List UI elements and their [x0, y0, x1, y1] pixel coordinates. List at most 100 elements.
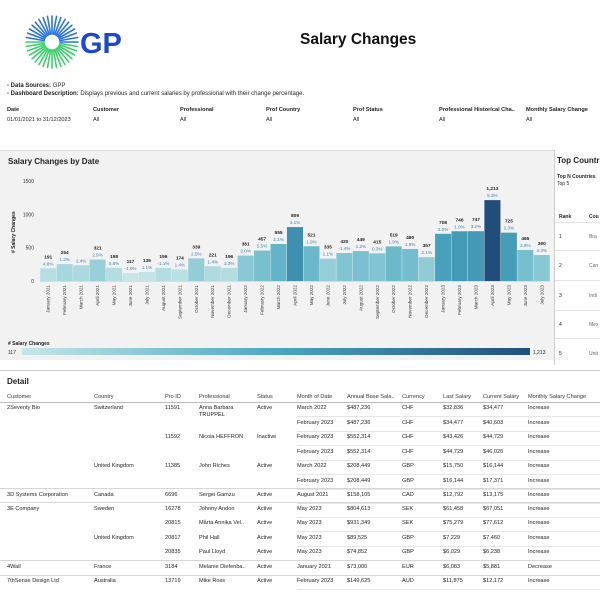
logo-ray — [55, 48, 66, 66]
bar-pct-label: 2.9% — [92, 253, 102, 258]
top-n-value[interactable]: Top 5 — [557, 181, 570, 187]
logo-ray — [31, 46, 47, 60]
filter-prof-status[interactable]: Prof Status All — [353, 107, 383, 123]
chart-bar — [40, 268, 57, 281]
logo-ray — [38, 18, 49, 36]
table-cell-last: $15,750 — [443, 463, 464, 469]
filter-prof-country[interactable]: Prof Country All — [266, 107, 300, 123]
logo-ray — [38, 48, 49, 66]
logo-ray — [52, 49, 58, 69]
table-cell-pro-id: 11592 — [165, 434, 181, 440]
chart-bar — [319, 258, 336, 281]
table-cell-annual: $931,349 — [347, 520, 371, 526]
filter-label: Prof Country — [266, 107, 301, 113]
column-header-status[interactable]: Status — [257, 394, 273, 400]
chart-bar — [106, 267, 123, 281]
bar-pct-label: 1.2% — [356, 244, 366, 249]
logo-ray — [57, 46, 73, 60]
bar-value-label: 174 — [176, 255, 184, 261]
table-cell-professional: Nicola HEFFRON — [199, 434, 244, 440]
bar-value-label: 555 — [275, 230, 283, 236]
country-value: Unit — [589, 351, 598, 357]
table-cell-change: Increase — [528, 492, 550, 498]
logo-ray — [59, 42, 79, 48]
table-cell-pro-id: 3184 — [165, 564, 178, 570]
filter-customer[interactable]: Customer All — [93, 107, 119, 123]
column-header-currency[interactable]: Currency — [402, 394, 425, 400]
table-cell-last: $32,836 — [443, 405, 464, 411]
bar-pct-label: -1.1% — [157, 261, 169, 266]
column-header-pro-id[interactable]: Pro ID — [165, 394, 181, 400]
table-cell-pro-id: 16278 — [165, 506, 181, 512]
column-header-current-salary[interactable]: Current Salary — [483, 394, 520, 400]
column-header-annual-base[interactable]: Annual Base Sala.. — [347, 394, 395, 400]
table-cell-change: Increase — [528, 405, 550, 411]
country-value: Mex — [589, 322, 599, 328]
table-cell-annual: $73,000 — [347, 564, 368, 570]
table-cell-current: $6,238 — [483, 549, 501, 555]
table-cell-annual: $487,236 — [347, 420, 371, 426]
table-cell-change: Increase — [528, 420, 550, 426]
bar-pct-label: 1.1% — [323, 252, 333, 257]
column-header-last-salary[interactable]: Last Salary — [443, 394, 471, 400]
bar-pct-label: 2.4% — [76, 258, 86, 263]
table-cell-pro-id: 6696 — [165, 492, 178, 498]
group-divider — [0, 575, 600, 576]
table-cell-professional: Anna Barbara TRUPPEL — [199, 405, 234, 418]
x-tick-label: June 2021 — [128, 285, 133, 307]
x-tick-label: December 2022 — [424, 285, 429, 318]
chart-bar — [188, 258, 205, 281]
logo-ray — [25, 42, 45, 48]
table-cell-month: August 2021 — [297, 492, 329, 498]
chart-bar — [402, 249, 419, 281]
table-cell-country: United Kingdom — [94, 463, 134, 469]
logo-ray — [28, 45, 46, 56]
bar-pct-label: 2.0% — [438, 227, 448, 232]
column-header-country[interactable]: Country — [94, 394, 114, 400]
chart-bar — [221, 267, 238, 281]
column-header-month[interactable]: Month of Date — [297, 394, 333, 400]
bar-pct-label: 0.3% — [372, 246, 382, 251]
column-header-monthly-change[interactable]: Monthly Salary Change — [528, 394, 587, 400]
filter-value[interactable]: All — [526, 117, 533, 123]
top-countries-panel: Top Countries Top N Countries Top 5 Rank… — [554, 150, 600, 365]
row-divider — [297, 460, 600, 461]
bar-value-label: 381 — [242, 242, 250, 248]
filter-monthly-change[interactable]: Monthly Salary Change All — [526, 107, 588, 123]
table-cell-status: Active — [257, 492, 273, 498]
bar-value-label: 746 — [456, 217, 464, 223]
filter-value[interactable]: All — [93, 117, 100, 123]
table-cell-professional: Mike Ross — [199, 578, 226, 584]
filter-value[interactable]: All — [266, 117, 273, 123]
column-header-customer[interactable]: Customer — [7, 394, 32, 400]
table-cell-annual: $74,852 — [347, 549, 368, 555]
logo-ray — [57, 24, 73, 38]
table-cell-professional: Mårta Annika Vel.. — [199, 520, 245, 526]
chart-bar — [500, 232, 517, 281]
filter-value[interactable]: All — [180, 117, 187, 123]
filter-historical-change[interactable]: Professional Historical Cha.. All — [439, 107, 515, 123]
legend-max-label: 1,213 — [533, 350, 546, 356]
filter-professional[interactable]: Professional All — [180, 107, 214, 123]
table-cell-pro-id: 20817 — [165, 535, 181, 541]
bar-pct-label: 0.8% — [109, 261, 119, 266]
table-cell-current: $77,612 — [483, 520, 504, 526]
row-divider — [297, 503, 600, 504]
table-cell-month: May 2023 — [297, 506, 322, 512]
filter-date[interactable]: Date 01/01/2021 to 31/12/2023 — [7, 107, 71, 123]
filter-value[interactable]: 01/01/2021 to 31/12/2023 — [7, 117, 71, 123]
table-cell-currency: CHF — [402, 434, 414, 440]
bar-value-label: 390 — [538, 241, 546, 247]
bar-pct-label: 2.1% — [273, 237, 283, 242]
column-header-professional[interactable]: Professional — [199, 394, 230, 400]
x-tick-label: February 2022 — [260, 285, 265, 315]
top-n-label: Top N Countries — [557, 174, 596, 180]
table-cell-month: May 2023 — [297, 520, 322, 526]
chart-bar — [451, 231, 468, 281]
filter-value[interactable]: All — [439, 117, 446, 123]
filter-value[interactable]: All — [353, 117, 360, 123]
rank-value: 5 — [559, 351, 562, 357]
table-cell-change: Increase — [528, 463, 550, 469]
table-cell-annual: $208,449 — [347, 463, 371, 469]
logo-ray — [56, 47, 70, 63]
